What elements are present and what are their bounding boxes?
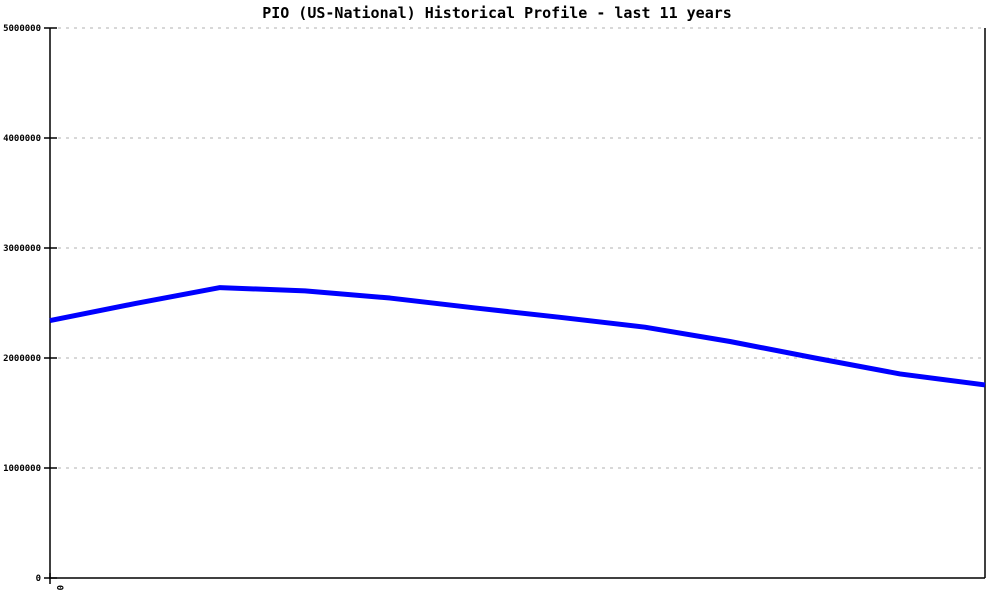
y-tick-label: 2000000 — [3, 354, 41, 364]
data-line — [49, 285, 986, 388]
y-tick-label: 1000000 — [3, 464, 41, 474]
y-tick-label: 4000000 — [3, 134, 41, 144]
y-tick-label: 3000000 — [3, 244, 41, 254]
y-tick-label: 0 — [36, 574, 41, 584]
y-tick-label: 5000000 — [3, 24, 41, 34]
x-tick-label: 0 — [54, 585, 64, 590]
chart-title: PIO (US-National) Historical Profile - l… — [262, 4, 732, 22]
